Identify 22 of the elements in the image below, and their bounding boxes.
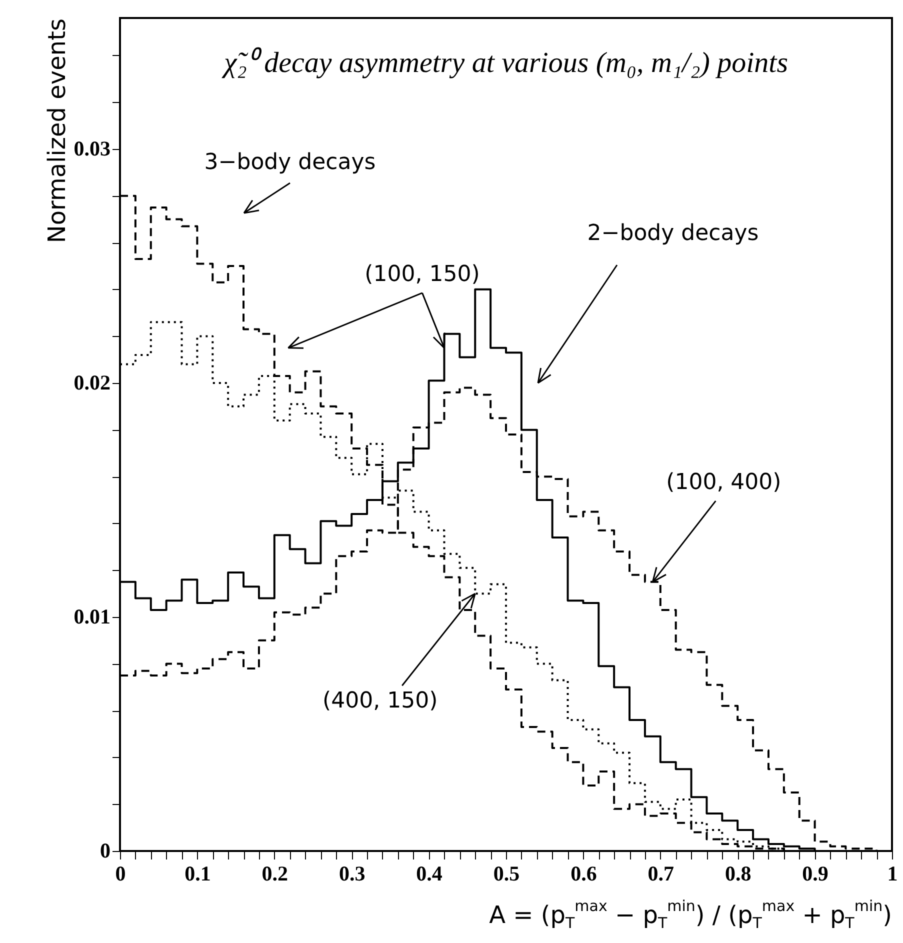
x-tick-label: 0.8 <box>724 862 752 886</box>
x-tick-label: 0.6 <box>570 862 597 886</box>
annotation: 2−body decays <box>587 221 759 246</box>
x-tick-label: 0.1 <box>184 862 211 886</box>
x-tick-label: 0.7 <box>648 862 674 886</box>
x-tick-label: 0.4 <box>416 862 443 886</box>
text: χ̃₂⁰ decay asymmetry at various (m₀, m₁/₂) points <box>220 47 788 79</box>
annotation: 3−body decays <box>204 150 376 175</box>
annotation: (400, 150) <box>322 688 438 714</box>
y-tick-label: 0.02 <box>74 370 110 395</box>
y-tick-label: 0.01 <box>74 604 110 629</box>
x-tick-label: 0.5 <box>493 862 520 886</box>
x-tick-label: 1 <box>887 862 898 886</box>
x-tick-label: 0.2 <box>262 862 288 886</box>
x-tick-label: 0.3 <box>338 862 366 886</box>
y-tick-label: 0 <box>100 838 110 862</box>
annotation: (100, 150) <box>364 262 480 287</box>
x-tick-label: 0.9 <box>802 862 828 886</box>
y-tick-label: 0.03 <box>74 136 110 161</box>
x-tick-label: 0 <box>115 862 126 886</box>
y-axis-title: Normalized events <box>42 18 71 244</box>
annotation: (100, 400) <box>666 470 782 495</box>
